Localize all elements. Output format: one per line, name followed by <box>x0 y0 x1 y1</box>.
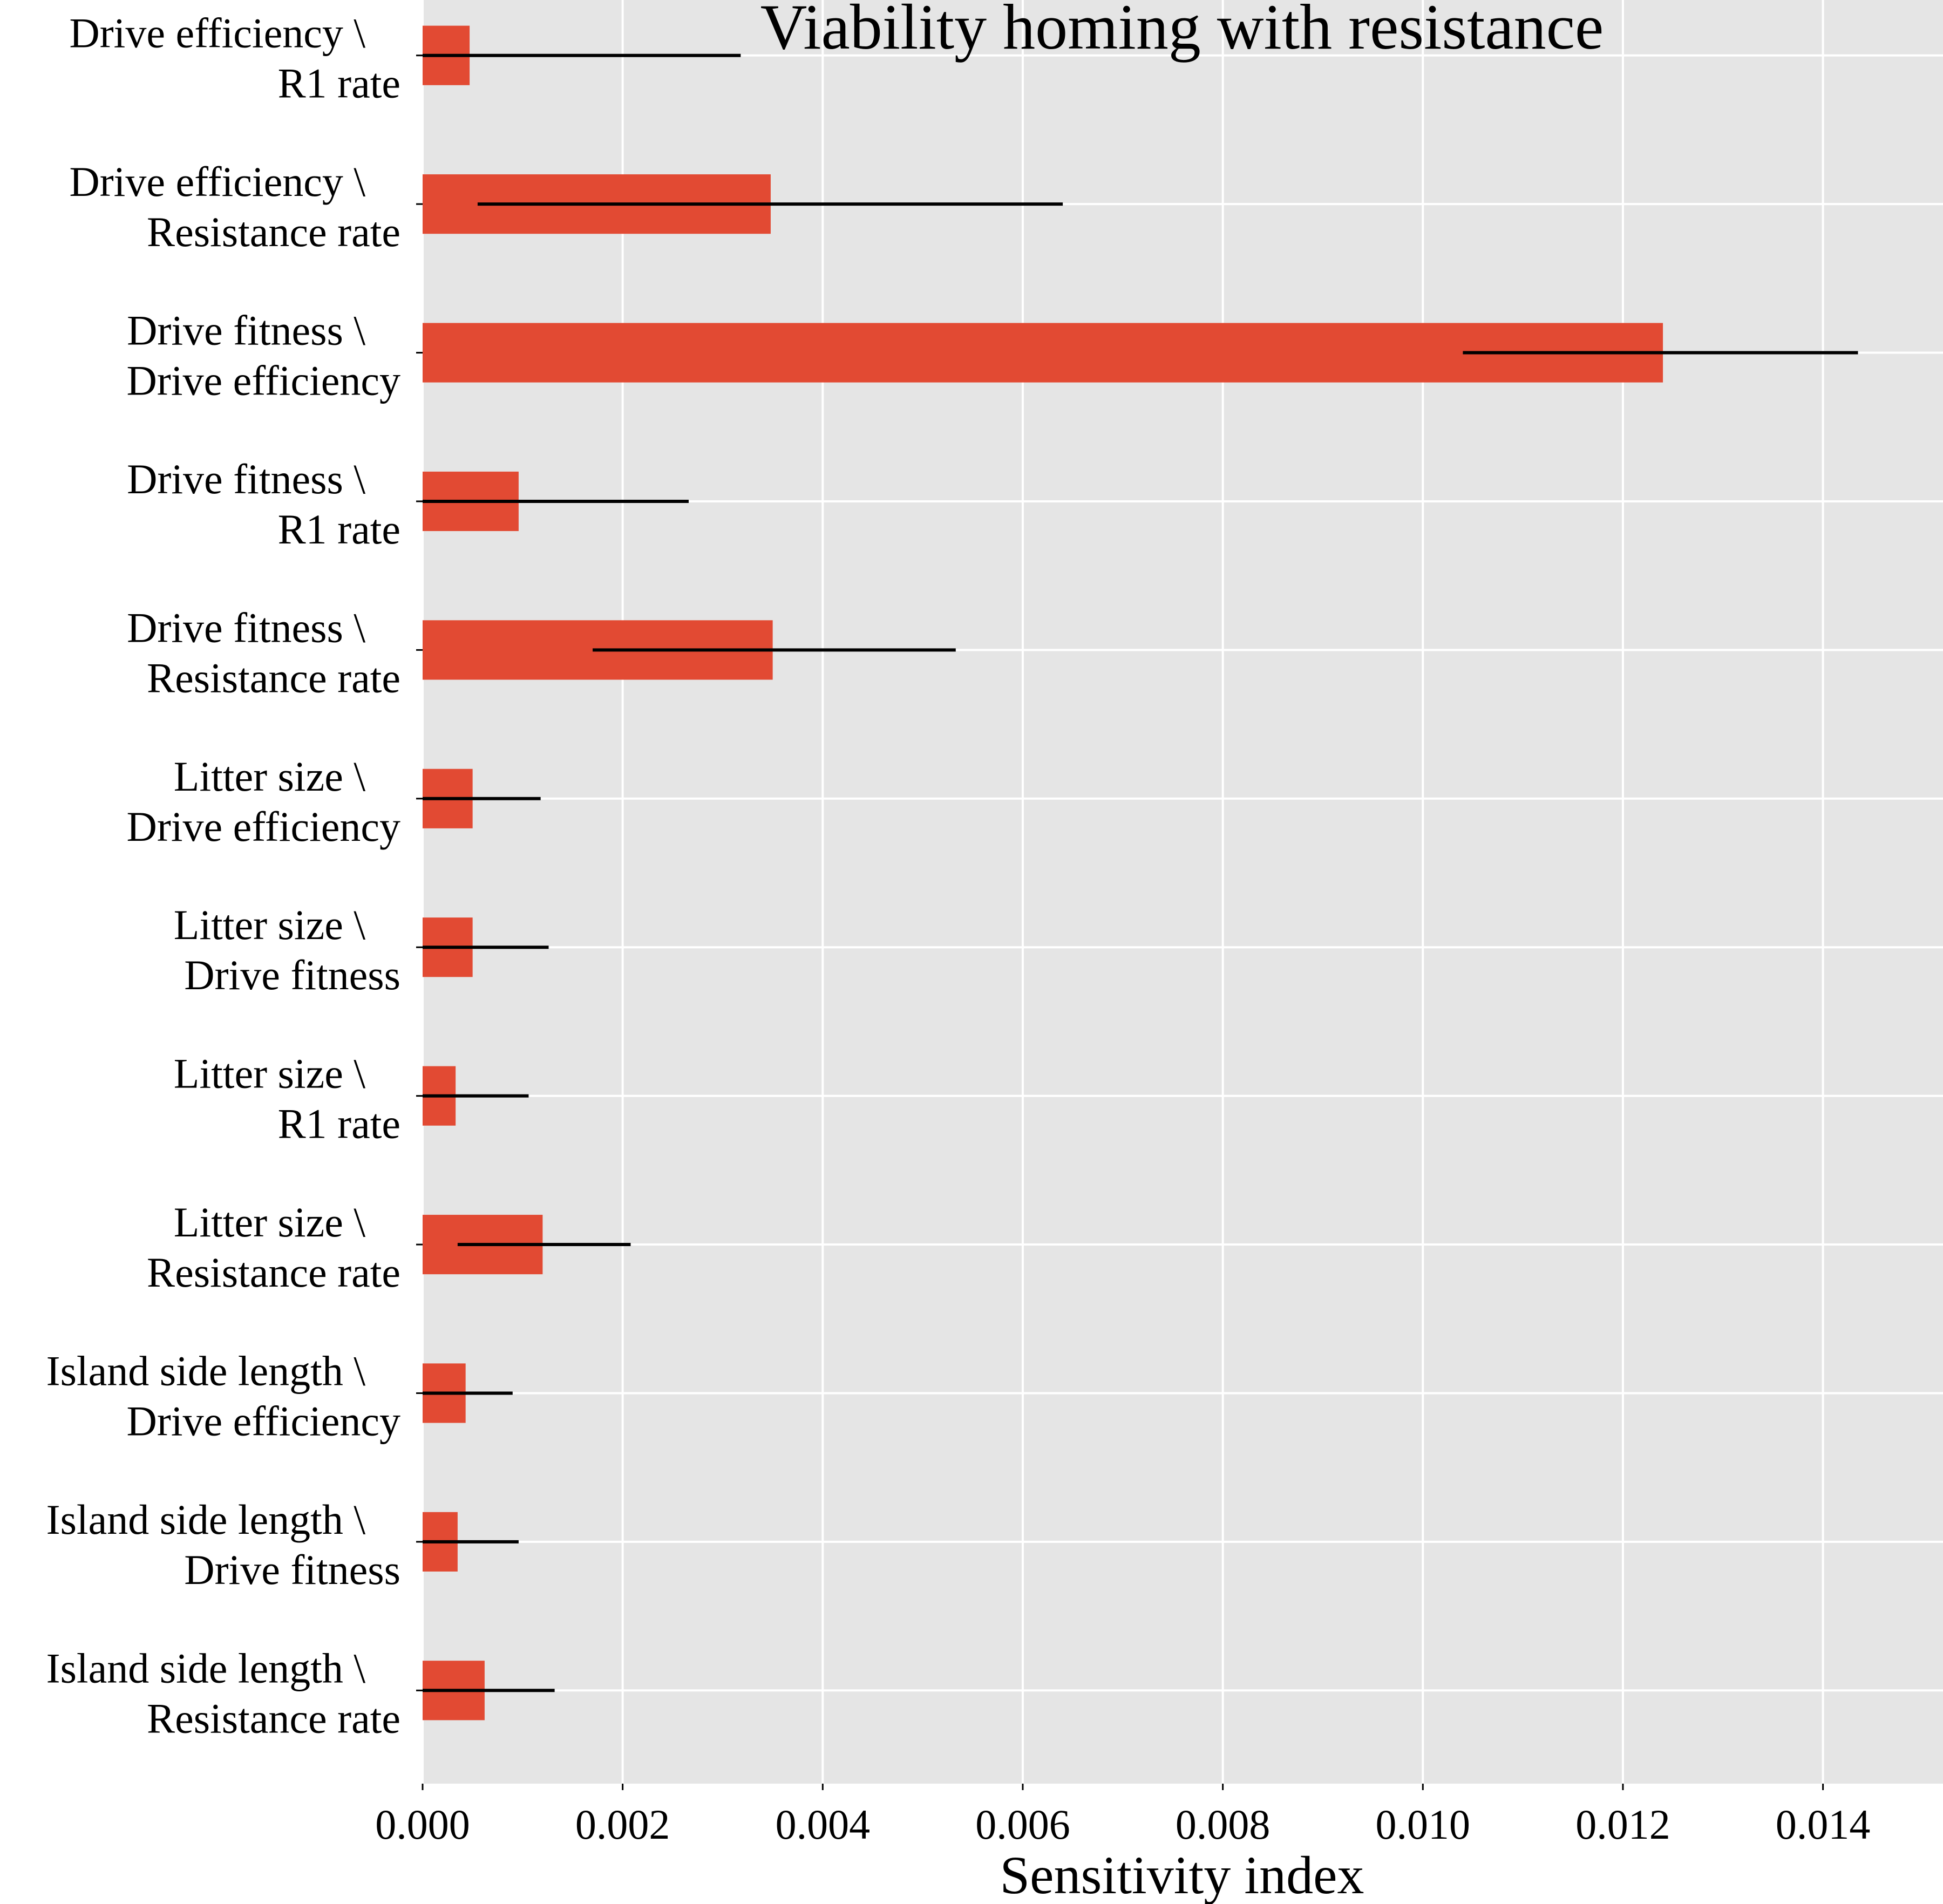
x-tick-label: 0.012 <box>1575 1801 1670 1848</box>
y-tick-label: Drive fitness <box>184 951 400 998</box>
y-tick-label: Litter size \ <box>174 901 366 948</box>
x-tick-label: 0.000 <box>375 1801 470 1848</box>
x-axis-label: Sensitivity index <box>1000 1845 1364 1904</box>
x-tick-label: 0.008 <box>1176 1801 1271 1848</box>
y-tick-label: Drive fitness \ <box>127 455 365 502</box>
y-tick-label: Island side length \ <box>46 1347 366 1394</box>
y-tick-label: Resistance rate <box>147 208 400 255</box>
x-tick-labels: 0.000 0.002 0.004 0.006 0.008 0.010 0.012 0.014 <box>375 1784 1870 1848</box>
y-tick-label: Litter size \ <box>174 1050 366 1097</box>
x-tick-label: 0.010 <box>1376 1801 1471 1848</box>
y-tick-label: Drive efficiency \ <box>69 158 365 205</box>
y-tick-label: Litter size \ <box>174 1199 366 1246</box>
y-tick-label: R1 rate <box>278 1100 400 1147</box>
y-tick-label: Island side length \ <box>46 1496 366 1543</box>
y-tick-label: Drive fitness \ <box>127 604 365 651</box>
y-tick-label: R1 rate <box>278 506 400 553</box>
y-tick-label: Litter size \ <box>174 753 366 800</box>
x-tick-label: 0.006 <box>975 1801 1070 1848</box>
y-tick-label: Drive fitness \ <box>127 307 365 354</box>
y-tick-label: Drive efficiency \ <box>69 10 365 57</box>
y-tick-label: Drive fitness <box>184 1546 400 1593</box>
chart-title: Viability homing with resistance <box>760 0 1604 63</box>
y-tick-label: Resistance rate <box>147 1249 400 1296</box>
y-tick-label: Island side length \ <box>46 1644 366 1691</box>
x-tick-label: 0.014 <box>1776 1801 1871 1848</box>
error-bars <box>423 53 1858 1692</box>
y-tick-label: Drive efficiency <box>127 357 400 404</box>
x-tick-label: 0.002 <box>575 1801 670 1848</box>
plot-panel <box>423 0 1943 1784</box>
y-tick-label: R1 rate <box>278 60 400 107</box>
y-tick-label: Resistance rate <box>147 1695 400 1742</box>
y-tick-label: Resistance rate <box>147 654 400 701</box>
x-tick-label: 0.004 <box>776 1801 871 1848</box>
y-tick-label: Drive efficiency <box>127 803 400 850</box>
bar <box>423 323 1663 383</box>
y-tick-label: Drive efficiency <box>127 1397 400 1444</box>
